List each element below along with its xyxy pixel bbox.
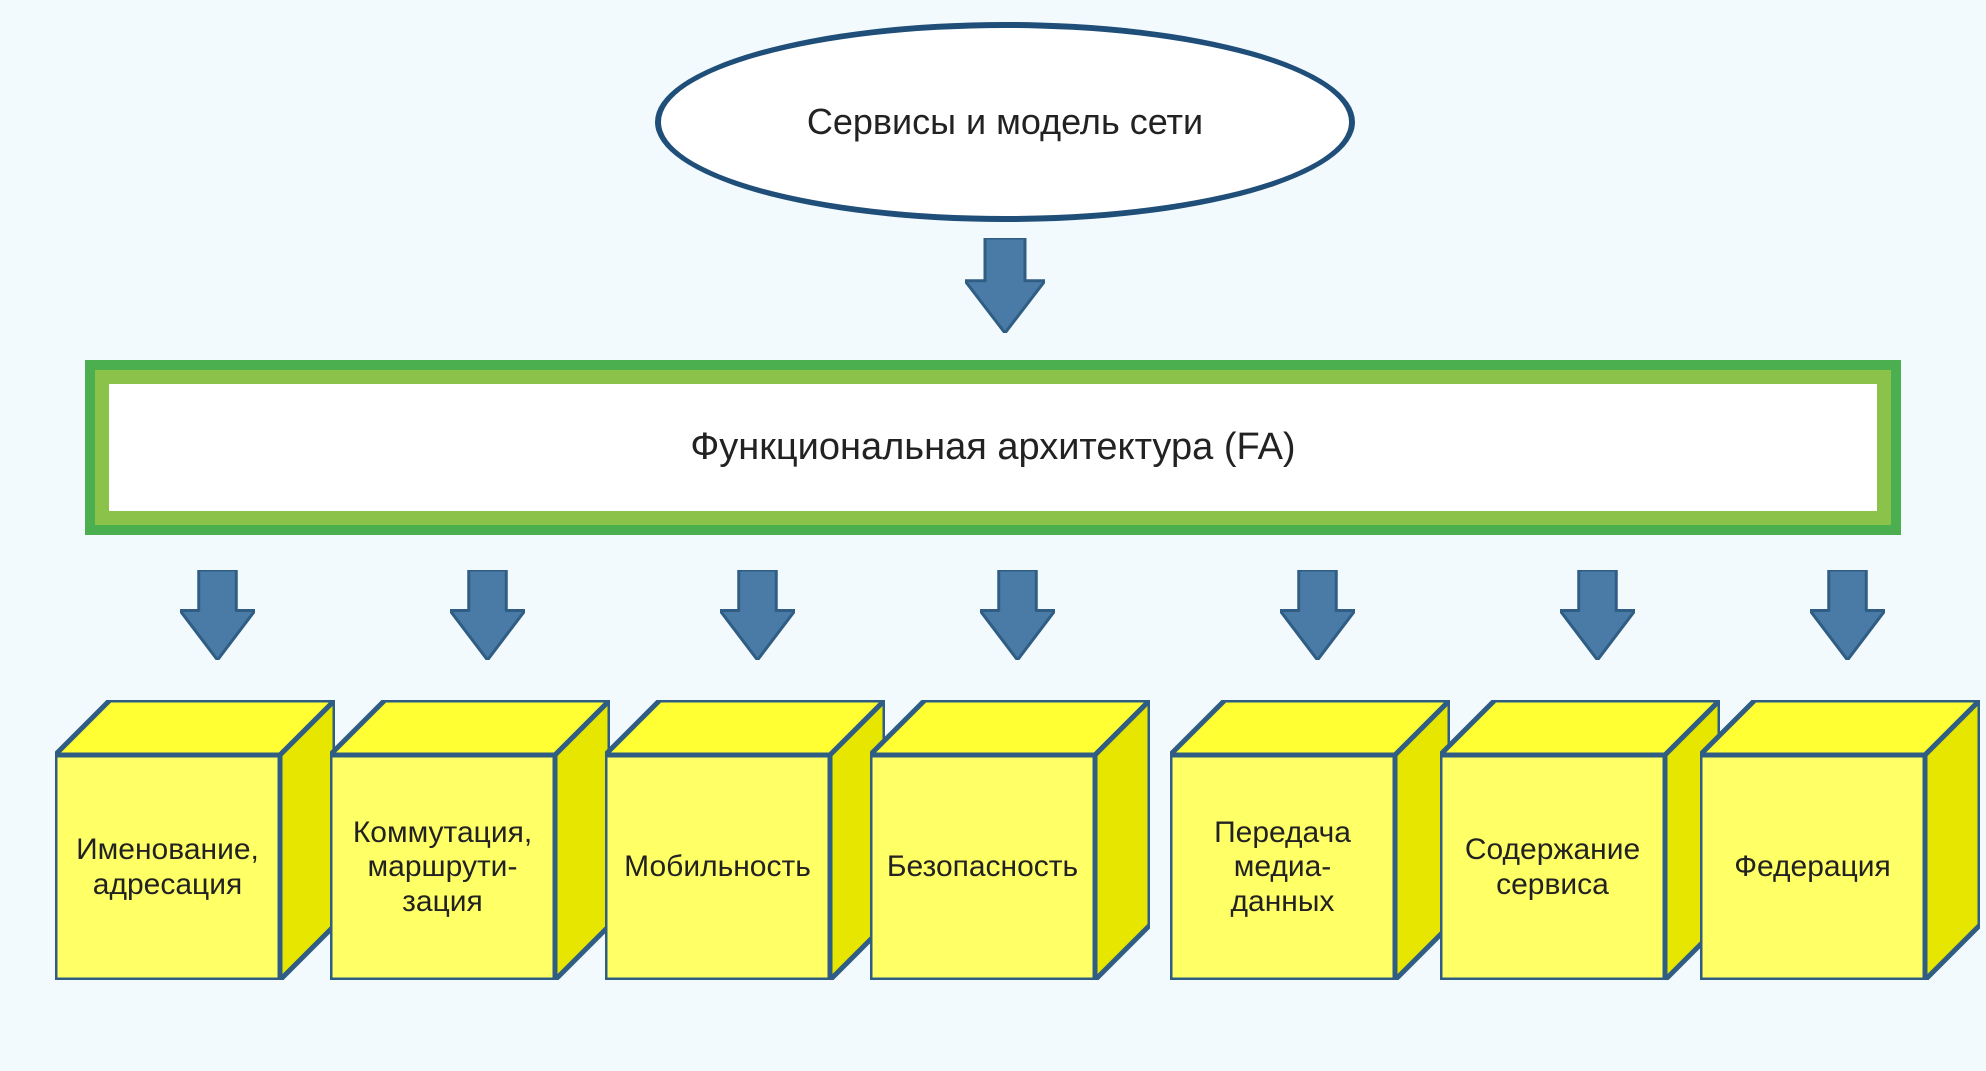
arrow-bottom-4 [1280,570,1355,660]
cube-2: Мобильность [605,700,885,980]
ellipse-services-model: Сервисы и модель сети [655,22,1355,222]
cube-label-4: Передача медиа- данных [1214,816,1351,920]
cube-label-1: Коммутация, маршрути- зация [353,816,532,920]
arrow-bottom-3 [980,570,1055,660]
diagram-canvas: Сервисы и модель сети Функциональная архи… [0,0,1986,1071]
fa-box: Функциональная архитектура (FA) [85,360,1901,535]
arrow-bottom-5 [1560,570,1635,660]
arrow-bottom-6 [1810,570,1885,660]
cube-front-4: Передача медиа- данных [1170,755,1395,980]
cube-label-5: Содержание сервиса [1465,833,1640,902]
cube-label-2: Мобильность [624,850,811,885]
cube-label-0: Именование, адресация [76,833,259,902]
cube-label-3: Безопасность [887,850,1078,885]
cube-5: Содержание сервиса [1440,700,1720,980]
cube-label-6: Федерация [1734,850,1891,885]
fa-box-inner: Функциональная архитектура (FA) [95,370,1891,525]
cube-front-5: Содержание сервиса [1440,755,1665,980]
cube-4: Передача медиа- данных [1170,700,1450,980]
ellipse-label: Сервисы и модель сети [807,101,1203,142]
cube-front-3: Безопасность [870,755,1095,980]
cube-front-6: Федерация [1700,755,1925,980]
cube-6: Федерация [1700,700,1980,980]
cube-front-2: Мобильность [605,755,830,980]
cube-1: Коммутация, маршрути- зация [330,700,610,980]
arrow-bottom-0 [180,570,255,660]
arrow-bottom-2 [720,570,795,660]
arrow-top [965,238,1045,333]
cube-front-1: Коммутация, маршрути- зация [330,755,555,980]
cube-front-0: Именование, адресация [55,755,280,980]
cube-0: Именование, адресация [55,700,335,980]
cube-3: Безопасность [870,700,1150,980]
fa-box-label: Функциональная архитектура (FA) [690,426,1295,470]
arrow-bottom-1 [450,570,525,660]
